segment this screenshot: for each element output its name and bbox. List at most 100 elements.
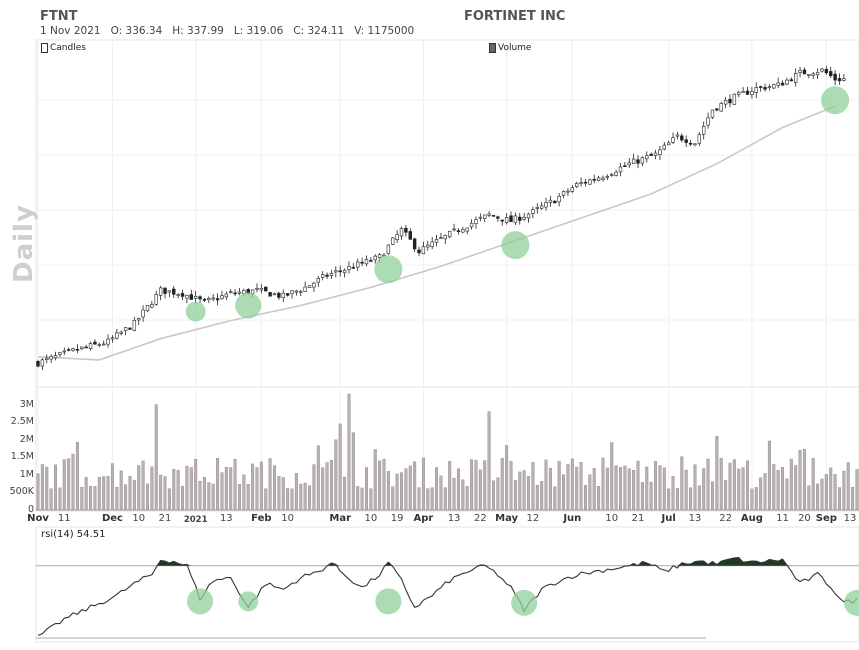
volume-bar — [211, 483, 215, 511]
candle-body — [802, 69, 807, 75]
candle-body — [710, 109, 715, 118]
candle-body — [706, 117, 710, 126]
candle-body — [342, 269, 347, 274]
rsi-highlight-circle — [511, 589, 538, 616]
candle-body — [469, 222, 474, 228]
date-tick-label: May — [495, 513, 519, 524]
volume-bar — [329, 460, 333, 511]
date-tick-label: 2021 — [183, 515, 208, 525]
candle-body — [566, 190, 570, 193]
candle-body — [307, 285, 312, 289]
candle-body — [544, 202, 548, 208]
candles-legend-label: Candles — [50, 43, 86, 53]
candle-body — [259, 288, 264, 291]
candle-body — [320, 274, 325, 278]
volume-bar — [548, 467, 552, 511]
candle-body — [645, 155, 649, 160]
candle-body — [167, 290, 172, 293]
candle-body — [110, 337, 115, 340]
date-tick-label: 10 — [281, 513, 295, 524]
candle-body — [193, 296, 198, 299]
candle-body — [364, 258, 369, 265]
volume-y-tick: 2.5M — [10, 416, 34, 428]
candle-body — [491, 215, 496, 217]
volume-bar — [176, 470, 180, 511]
volume-bar — [321, 467, 325, 511]
candle-body — [312, 282, 316, 288]
rsi-highlight-circle — [375, 588, 402, 615]
volume-bar — [351, 432, 355, 511]
volume-y-tick: 3M — [19, 398, 34, 410]
candle-body — [605, 176, 610, 178]
candle-body — [443, 234, 448, 240]
candle-body — [224, 293, 229, 298]
candle-body — [255, 287, 259, 290]
date-tick-label: 11 — [776, 513, 789, 524]
candle-body — [272, 293, 277, 296]
date-tick-label: 10 — [605, 513, 619, 524]
volume-bar — [851, 486, 855, 511]
volume-bar — [141, 460, 145, 511]
candle-body — [176, 294, 180, 296]
candle-body — [745, 90, 750, 95]
volume-bar — [487, 411, 491, 511]
candle-body — [596, 177, 601, 181]
candle-body — [575, 183, 579, 188]
volume-bar — [570, 458, 574, 511]
candle-body — [807, 74, 811, 76]
volume-bar — [417, 487, 421, 511]
volume-bar — [693, 464, 697, 511]
volume-bar — [421, 457, 425, 511]
volume-bar — [325, 462, 329, 511]
candle-body — [728, 98, 732, 104]
candle-body — [461, 229, 465, 233]
volume-bar — [106, 476, 110, 511]
candle-body — [640, 157, 645, 164]
candle-body — [618, 166, 623, 173]
candle-body — [776, 82, 780, 86]
candle-body — [399, 228, 404, 237]
candle-body — [754, 87, 758, 93]
candle-body — [158, 287, 163, 296]
volume-bar — [531, 462, 535, 511]
volume-bar — [36, 473, 40, 511]
volume-bar — [579, 462, 583, 511]
volume-bar — [658, 465, 662, 511]
candle-body — [66, 349, 71, 351]
volume-bar — [719, 458, 723, 511]
candle-body — [189, 294, 193, 300]
candles-panel — [35, 39, 859, 388]
candle-body — [202, 299, 207, 301]
volume-bar — [251, 463, 255, 511]
rsi-line — [37, 557, 858, 636]
candle-body — [478, 216, 483, 219]
volume-bar — [557, 461, 561, 511]
candle-body — [631, 158, 636, 164]
volume-bar — [404, 468, 408, 511]
volume-bar — [553, 486, 557, 511]
candle-body — [49, 355, 53, 360]
volume-bar — [386, 471, 390, 511]
candle-body — [137, 318, 141, 321]
candle-body — [119, 331, 123, 334]
volume-bar — [728, 462, 732, 511]
price-highlight-markers — [185, 86, 850, 322]
volume-y-tick: 0 — [27, 504, 34, 515]
date-tick-label: Jun — [563, 513, 582, 524]
volume-bar — [544, 459, 548, 511]
candle-body — [465, 227, 469, 232]
volume-bar — [67, 458, 71, 511]
candle-body — [601, 177, 605, 180]
candle-body — [789, 79, 794, 82]
volume-bar — [80, 486, 84, 511]
candle-body — [172, 288, 176, 295]
candle-body — [518, 216, 522, 221]
volume-bar — [356, 486, 360, 511]
candle-body — [80, 346, 84, 350]
candle-body — [268, 292, 272, 297]
volume-bar — [478, 469, 482, 511]
volume-bar — [430, 487, 434, 511]
candle-body — [570, 187, 575, 192]
volume-bar — [518, 471, 522, 511]
